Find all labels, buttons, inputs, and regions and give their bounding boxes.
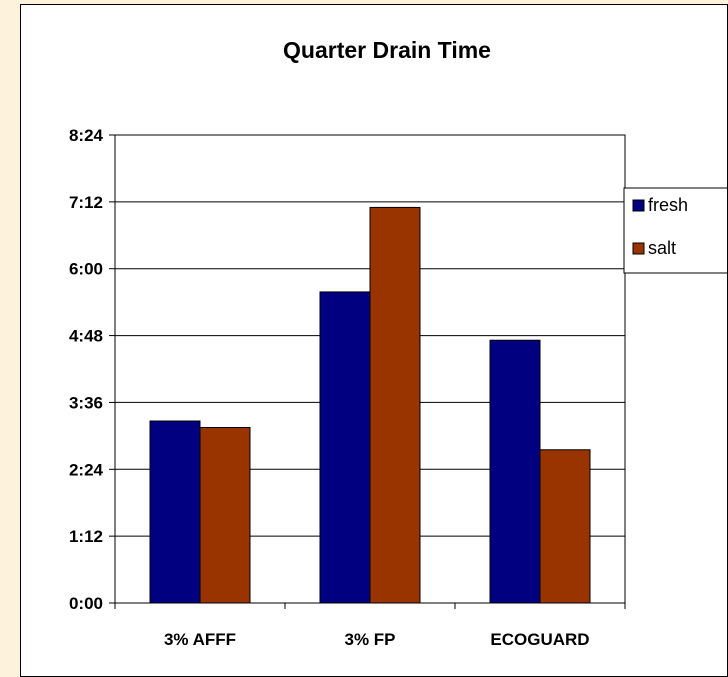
y-tick-label: 6:00	[69, 260, 103, 279]
y-tick-label: 8:24	[69, 126, 104, 145]
bar-fresh	[489, 339, 541, 604]
y-tick-label: 0:00	[69, 594, 103, 613]
legend-swatch-fresh	[632, 199, 645, 212]
y-tick-label: 1:12	[69, 527, 103, 546]
bar-fresh	[149, 420, 201, 604]
y-tick-label: 7:12	[69, 193, 103, 212]
y-tick-label: 4:48	[69, 327, 103, 346]
y-tick-label: 3:36	[69, 393, 103, 412]
legend-swatch-salt	[632, 242, 645, 255]
bar-chart: Quarter Drain Time 0:00 1:12 2:24 3:36 4:48 6…	[69, 37, 727, 649]
bar-salt	[539, 449, 591, 604]
chart-title: Quarter Drain Time	[283, 37, 491, 63]
chart-frame: Quarter Drain Time 0:00 1:12 2:24 3:36 4:48 6…	[20, 4, 728, 677]
legend: fresh salt	[623, 187, 727, 274]
category-label: ECOGUARD	[490, 630, 589, 649]
y-tick-label: 2:24	[69, 460, 104, 479]
bars	[149, 206, 591, 604]
bar-salt	[199, 427, 251, 604]
bar-salt	[369, 206, 421, 604]
x-axis-ticks: 3% AFFF 3% FP ECOGUARD	[114, 603, 626, 649]
bar-fresh	[319, 291, 371, 604]
category-label: 3% FP	[344, 630, 395, 649]
category-label: 3% AFFF	[164, 630, 236, 649]
y-axis-ticks: 0:00 1:12 2:24 3:36 4:48 6:00 7:12 8:24	[69, 126, 115, 613]
legend-label-fresh: fresh	[648, 195, 688, 215]
plot-area	[114, 134, 626, 604]
legend-label-salt: salt	[648, 238, 676, 258]
